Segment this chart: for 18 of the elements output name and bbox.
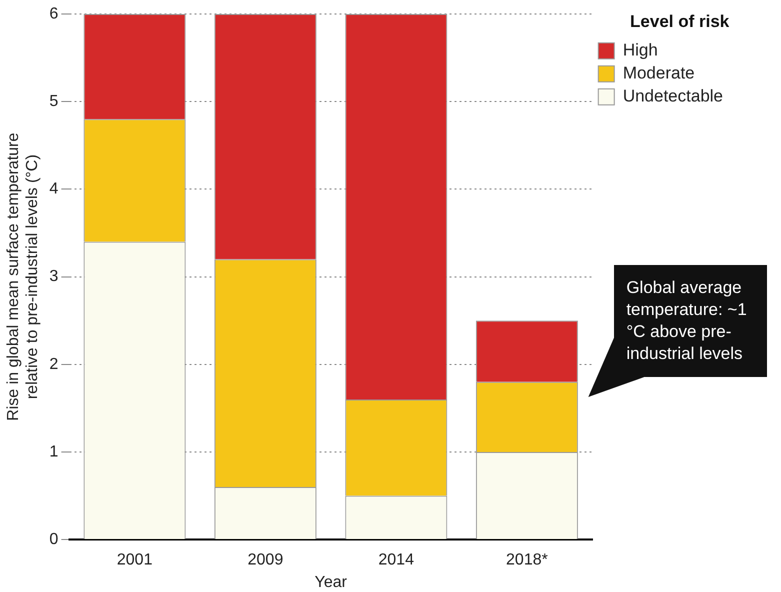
x-axis-title: Year [314, 574, 348, 591]
legend-label: High [622, 40, 692, 60]
y-tick-label: 0 [49, 531, 58, 548]
text: Global average temperature: ~1 °C above pre-industrial levels [614, 265, 767, 377]
y-tick-label: 5 [49, 93, 58, 110]
legend-label: Moderate [622, 64, 729, 83]
x-tick-label: 2014 [378, 552, 414, 569]
legend-title: Level of risk [630, 12, 730, 32]
y-tick-label: 6 [49, 5, 58, 22]
x-tick-label: 2009 [248, 552, 284, 569]
y-tick-label: 2 [49, 356, 58, 373]
y-tick-label: 4 [49, 180, 58, 198]
y-axis-title: Rise in global mean surface temperature relative to pre-industrial levels (°C) [5, 132, 42, 421]
y-tick-label: 1 [49, 443, 58, 460]
legend-label: Undetectable [622, 86, 758, 106]
x-tick-label: 2018* [506, 552, 548, 569]
y-tick-label: 3 [49, 268, 58, 286]
x-tick-label: 2001 [116, 552, 153, 569]
